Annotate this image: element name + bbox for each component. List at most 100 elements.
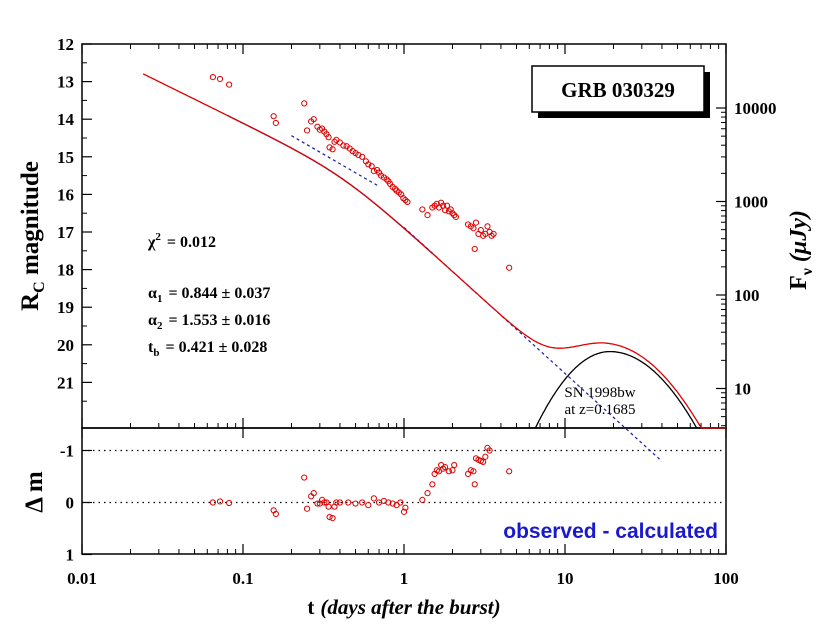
- sn-label-line2: at z=0.1685: [565, 402, 636, 418]
- residual-point: [226, 499, 233, 507]
- title-box: [531, 65, 705, 113]
- residual-point: [480, 458, 487, 466]
- x-axis-title: t (days after the burst): [307, 595, 500, 619]
- observed-point: [452, 213, 459, 221]
- alpha2-annotation: α2 = 1.553 ± 0.016: [148, 312, 270, 332]
- observed-point: [340, 142, 347, 149]
- late-asymptote-line: [403, 226, 663, 462]
- residual-point: [397, 499, 404, 506]
- residual-point: [441, 464, 449, 471]
- x-tick-label: 0.1: [232, 569, 253, 588]
- observed-point: [477, 227, 484, 234]
- x-tick-label: 0.01: [67, 569, 97, 588]
- residual-y-tick-label: 0: [66, 494, 75, 513]
- y-tick-label: 14: [57, 110, 75, 129]
- residual-point: [272, 510, 279, 518]
- observed-point: [325, 134, 332, 141]
- residual-point: [345, 499, 352, 506]
- afterglow-fit-curve: [227, 114, 433, 254]
- observed-point: [484, 223, 491, 230]
- y-tick-label: 19: [57, 298, 74, 317]
- observed-point: [383, 176, 390, 183]
- sn-label-line1: SN 1998bw: [564, 385, 635, 401]
- residual-point: [365, 502, 372, 509]
- right-tick-label: 100: [734, 286, 760, 305]
- residual-point: [486, 447, 493, 454]
- x-tick-label: 100: [713, 569, 739, 588]
- observed-point: [445, 208, 452, 215]
- residual-y-tick-label: -1: [60, 442, 74, 461]
- y-tick-label: 16: [57, 185, 74, 204]
- observed-point: [419, 206, 426, 213]
- residual-point: [464, 470, 472, 477]
- residual-point: [314, 500, 321, 507]
- observed-point: [209, 73, 216, 81]
- y-tick-label: 20: [57, 336, 74, 355]
- residual-point: [449, 467, 456, 474]
- residual-point: [451, 461, 458, 469]
- observed-point: [303, 127, 311, 134]
- observed-point: [368, 163, 375, 170]
- residual-point: [325, 503, 332, 510]
- residual-point: [424, 490, 431, 497]
- observed-point: [365, 161, 372, 168]
- observed-point: [272, 119, 279, 127]
- observed-point: [447, 206, 454, 213]
- residual-point: [359, 499, 366, 506]
- observed-point: [471, 245, 478, 253]
- residual-point: [321, 499, 328, 506]
- residual-point: [400, 508, 408, 515]
- residual-point: [336, 499, 344, 506]
- residual-point: [419, 496, 426, 503]
- residual-point: [385, 499, 392, 506]
- observed-point: [424, 211, 431, 219]
- residual-y-tick-label: 1: [66, 546, 75, 565]
- residual-point: [326, 513, 333, 521]
- residual-point: [301, 474, 308, 481]
- observed-point: [270, 113, 277, 120]
- right-axis-title: Fν(μJy): [786, 210, 816, 290]
- right-tick-label: 1000: [734, 193, 768, 212]
- curves-layer: [142, 73, 726, 462]
- observed-point: [449, 210, 456, 217]
- observed-point: [301, 100, 308, 107]
- observed-point: [472, 219, 480, 226]
- y-axis-title: RC magnitude: [17, 161, 48, 311]
- observed-point: [370, 167, 377, 175]
- residual-point: [216, 498, 224, 505]
- residual-point: [209, 499, 216, 506]
- early-asymptote-line: [291, 135, 380, 187]
- right-tick-label: 10: [734, 380, 751, 399]
- residual-point: [303, 505, 311, 512]
- residual-point: [370, 495, 377, 502]
- observed-point: [506, 264, 513, 271]
- residual-point: [445, 468, 452, 475]
- residual-point: [333, 499, 340, 506]
- sn-1998bw-curve: [480, 350, 726, 429]
- x-tick-label: 10: [557, 569, 574, 588]
- residual-label: observed - calculated: [503, 520, 718, 543]
- observed-point: [404, 198, 411, 206]
- y-tick-label: 12: [57, 35, 74, 54]
- residual-point: [471, 481, 478, 488]
- tb-annotation: tb = 0.421 ± 0.028: [148, 339, 267, 359]
- data-points-layer: [209, 73, 513, 271]
- residual-point: [310, 490, 317, 497]
- x-tick-label: 1: [400, 569, 409, 588]
- y-tick-label: 17: [57, 223, 75, 242]
- residual-point: [429, 481, 436, 488]
- y-tick-label: 18: [57, 261, 74, 280]
- observed-point: [391, 185, 399, 192]
- residual-points-layer: [209, 444, 513, 522]
- observed-point: [226, 81, 233, 88]
- total-fit-curve: [142, 73, 726, 429]
- residual-y-axis-title: Δ m: [21, 471, 48, 513]
- y-tick-label: 13: [57, 73, 74, 92]
- residual-point: [352, 500, 359, 507]
- y-tick-label: 15: [57, 148, 74, 167]
- residual-point: [470, 468, 477, 475]
- chart-title: GRB 030329: [561, 78, 675, 102]
- observed-point: [310, 116, 317, 123]
- residual-point: [506, 468, 513, 475]
